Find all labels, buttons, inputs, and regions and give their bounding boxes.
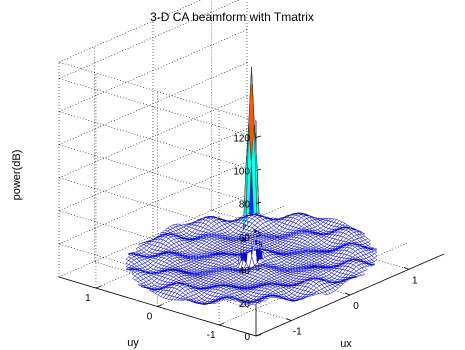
x-tick-mark: [344, 292, 351, 296]
z-tick-label: 120: [233, 134, 250, 145]
z-tick-label: 40: [239, 266, 251, 277]
x-tick-label: -1: [293, 327, 302, 338]
z-tick-label: 0: [244, 332, 250, 343]
surface-patch: [351, 276, 357, 279]
y-tick-mark: [95, 285, 102, 289]
x-tick-label: 1: [412, 275, 418, 286]
z-axis-label: power(dB): [11, 150, 23, 201]
surface-mesh: [125, 66, 378, 307]
z-tick-mark: [255, 267, 262, 271]
y-tick-label: -1: [207, 330, 216, 341]
y-axis-label: uy: [127, 337, 139, 349]
y-tick-mark: [218, 322, 225, 326]
z-tick-mark: [255, 334, 262, 337]
z-tick-label: 100: [233, 167, 250, 178]
z-tick-mark: [255, 168, 262, 171]
z-tick-label: 20: [239, 299, 251, 310]
box-edge: [58, 0, 202, 63]
surface-patch: [364, 238, 371, 243]
y-tick-label: 1: [85, 293, 91, 304]
x-tick-mark: [403, 267, 409, 270]
x-tick-mark: [286, 318, 292, 321]
y-tick-label: 0: [147, 312, 153, 323]
tick-labels: 0 20 40 60 80 100 120 -1 0 1 -1 0 1: [85, 134, 418, 343]
chart-title: 3-D CA beamform with Tmatrix: [150, 10, 314, 24]
y-tick-mark: [157, 304, 163, 307]
z-tick-mark: [255, 301, 262, 304]
x-tick-label: 0: [353, 301, 359, 312]
box-edge: [58, 61, 257, 122]
surface-patch: [361, 266, 368, 272]
surface-patch: [368, 246, 374, 249]
z-tick-mark: [255, 234, 262, 238]
z-tick-mark: [255, 135, 262, 138]
z-tick-label: 80: [239, 200, 251, 211]
surface-patch: [359, 231, 366, 235]
z-tick-mark: [255, 201, 262, 205]
z-tick-label: 60: [239, 233, 251, 244]
x-axis-label: ux: [340, 338, 352, 350]
